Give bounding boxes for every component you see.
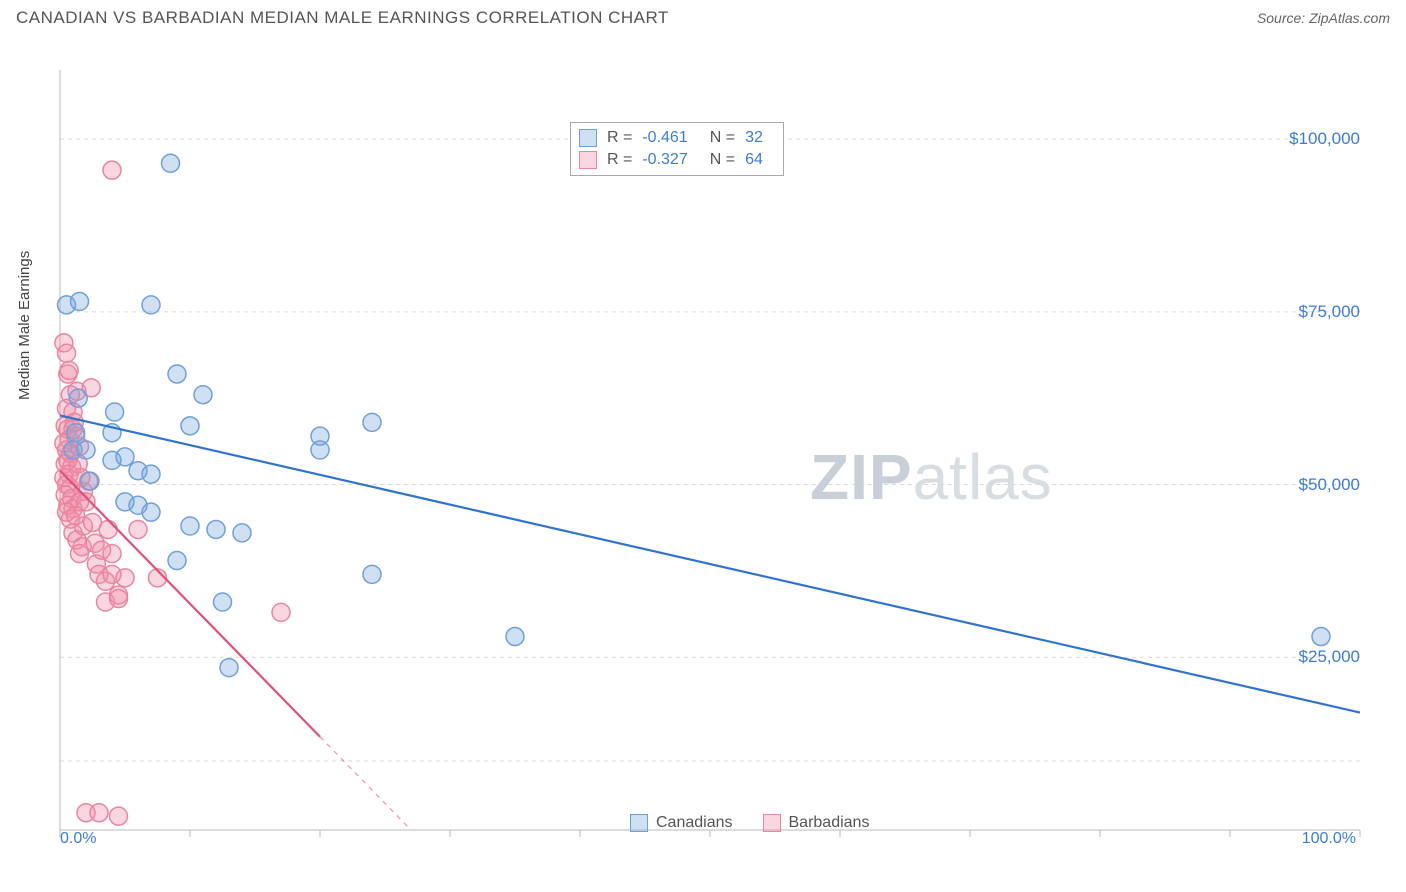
x-axis-min-label: 0.0% [60,830,96,848]
x-axis-max-label: 100.0% [1302,830,1356,848]
swatch-barbadians-2 [763,814,781,832]
swatch-canadians-2 [630,814,648,832]
r-label: R = [607,151,632,169]
y-axis-label: Median Male Earnings [16,251,33,400]
n-label: N = [710,129,735,147]
legend-label-canadians: Canadians [656,814,733,832]
n-value-canadians: 32 [745,129,763,147]
swatch-canadians [579,129,597,147]
r-value-canadians: -0.461 [642,129,687,147]
chart-title: CANADIAN VS BARBADIAN MEDIAN MALE EARNIN… [16,8,669,28]
n-value-barbadians: 64 [745,151,763,169]
scatter-chart-svg [50,60,1370,840]
y-tick-label: $75,000 [1299,302,1360,322]
chart-area: ZIPatlas R = -0.461 N = 32 R = -0.327 N … [50,60,1370,840]
swatch-barbadians [579,151,597,169]
r-label: R = [607,129,632,147]
y-tick-label: $25,000 [1299,647,1360,667]
y-tick-label: $100,000 [1289,129,1360,149]
legend-label-barbadians: Barbadians [789,814,870,832]
r-value-barbadians: -0.327 [642,151,687,169]
legend-item-barbadians: Barbadians [763,814,870,832]
n-label: N = [710,151,735,169]
y-tick-label: $50,000 [1299,475,1360,495]
stats-row-barbadians: R = -0.327 N = 64 [579,149,775,171]
legend-item-canadians: Canadians [630,814,733,832]
series-legend: Canadians Barbadians [630,814,869,832]
source-label: Source: ZipAtlas.com [1257,10,1390,26]
stats-legend: R = -0.461 N = 32 R = -0.327 N = 64 [570,122,784,176]
stats-row-canadians: R = -0.461 N = 32 [579,127,775,149]
chart-header: CANADIAN VS BARBADIAN MEDIAN MALE EARNIN… [0,0,1406,32]
